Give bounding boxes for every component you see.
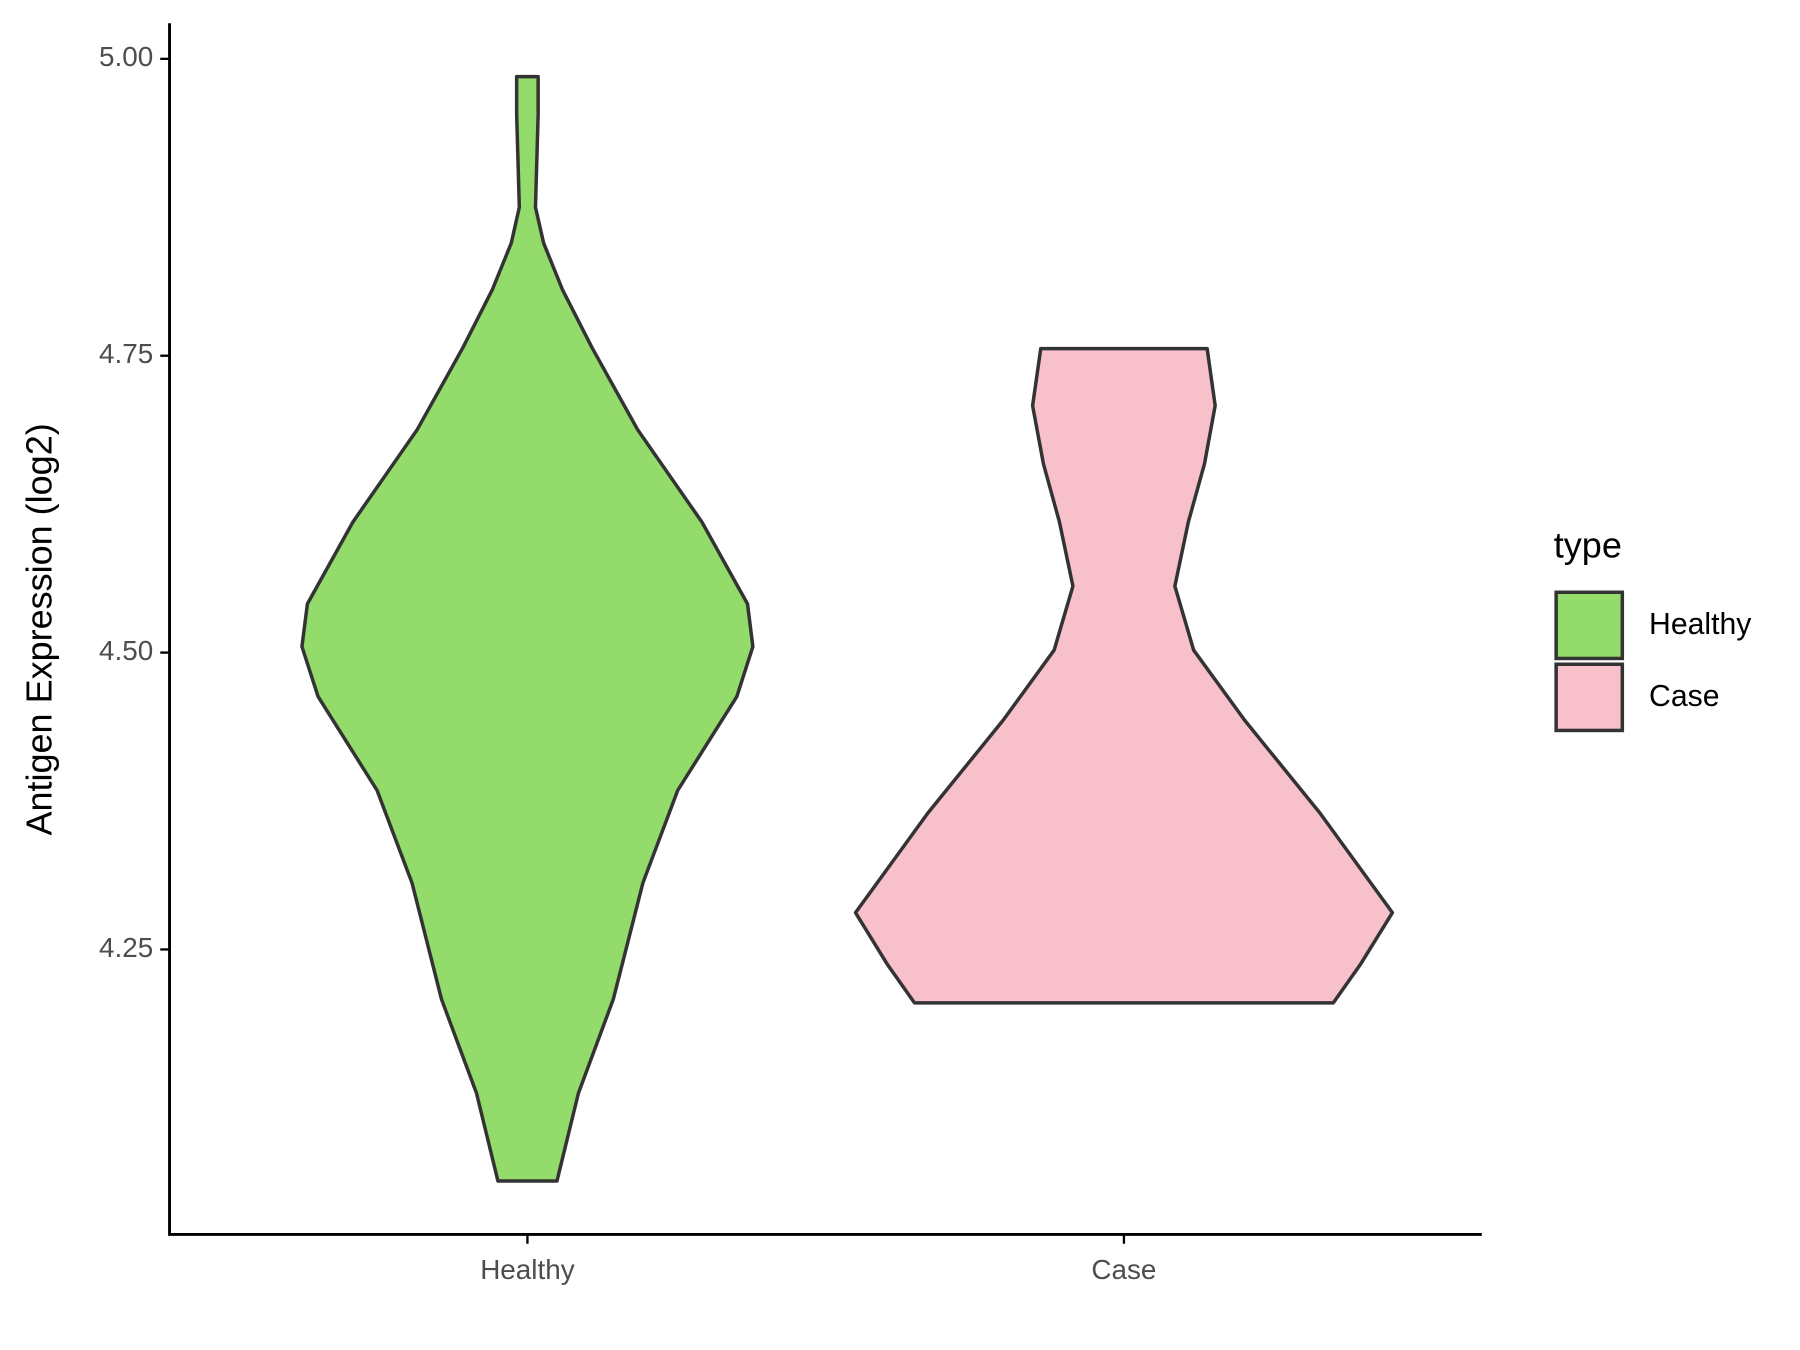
violin bbox=[300, 74, 755, 1183]
y-axis-title: Antigen Expression (log2) bbox=[18, 423, 59, 835]
y-tick-label: 4.75 bbox=[99, 338, 153, 369]
legend-key bbox=[1554, 590, 1625, 661]
legend-label: Case bbox=[1649, 680, 1719, 713]
y-tick-label: 5.00 bbox=[99, 41, 153, 72]
violin bbox=[853, 346, 1395, 1005]
legend-title: type bbox=[1554, 525, 1622, 566]
y-tick-label: 4.25 bbox=[99, 932, 153, 963]
legend-label: Healthy bbox=[1649, 608, 1752, 641]
x-tick-label: Case bbox=[1091, 1254, 1156, 1285]
legend-key bbox=[1554, 662, 1625, 733]
x-tick-label: Healthy bbox=[480, 1254, 575, 1285]
y-tick-label: 4.50 bbox=[99, 635, 153, 666]
